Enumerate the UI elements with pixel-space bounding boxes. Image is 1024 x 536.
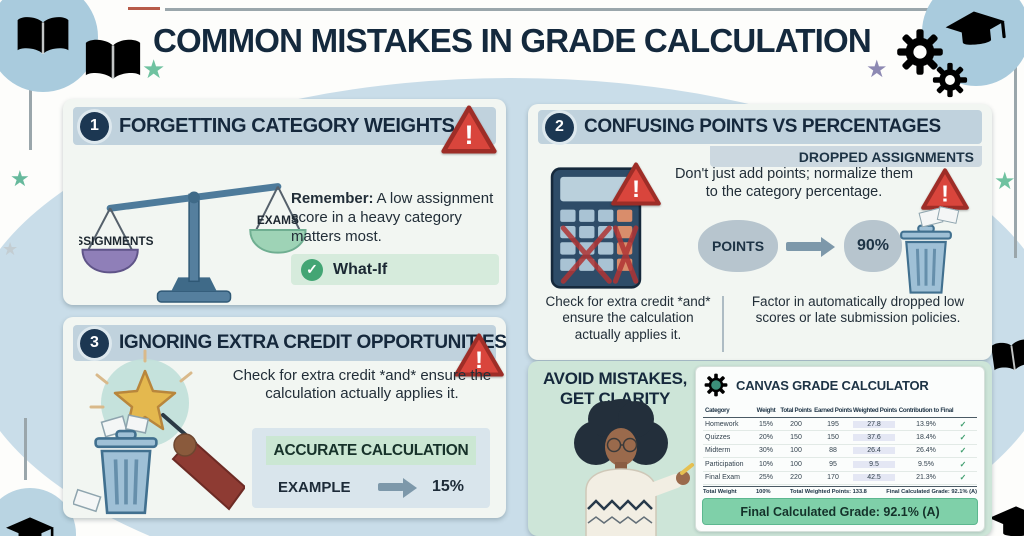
person-illustration xyxy=(574,399,694,536)
star-icon: ★ xyxy=(866,56,888,83)
graduation-cap-icon xyxy=(5,515,55,536)
panel3-title: IGNORING EXTRA CREDIT OPPORTUNITIES xyxy=(119,332,507,353)
table-total-row: Total Weight 100% Total Weighted Points:… xyxy=(703,485,977,495)
arrow-icon xyxy=(786,236,835,257)
remember-label: Remember: xyxy=(291,190,374,207)
warning-icon: ! xyxy=(921,168,969,210)
accurate-calculation-box: ACCURATE CALCULATION EXAMPLE 15% xyxy=(252,428,490,508)
star-icon: ★ xyxy=(10,166,30,191)
check-icon: ✓ xyxy=(959,459,967,469)
check-icon: ✓ xyxy=(301,258,323,281)
book-icon xyxy=(988,335,1024,379)
svg-text:!: ! xyxy=(475,347,483,374)
warning-icon: ! xyxy=(454,333,504,377)
panel2-title: CONFUSING POINTS VS PERCENTAGES xyxy=(584,116,941,137)
extra-credit-illustration xyxy=(73,349,245,515)
percent-value-blob: 90% xyxy=(844,220,902,272)
panel-confusing-points-vs-percentages: 2 CONFUSING POINTS VS PERCENTAGES DROPPE… xyxy=(528,104,992,360)
star-icon: ★ xyxy=(142,54,166,84)
calculator-logo-gear-icon xyxy=(704,373,728,397)
example-row: EXAMPLE 15% xyxy=(266,472,476,502)
check-icon: ✓ xyxy=(959,446,967,456)
svg-text:!: ! xyxy=(632,176,640,203)
canvas-grade-calculator-card: CANVAS GRADE CALCULATOR Category Weight … xyxy=(695,366,985,532)
svg-text:!: ! xyxy=(464,119,473,150)
top-frame-line xyxy=(165,8,957,11)
panel2-right-note: Factor in automatically dropped low scor… xyxy=(751,294,965,326)
check-icon: ✓ xyxy=(959,419,967,429)
warning-icon: ! xyxy=(611,162,661,206)
svg-text:!: ! xyxy=(941,181,949,207)
whatif-bar: ✓ What-If xyxy=(291,254,499,285)
panel3-note: Check for extra credit *and* ensure the … xyxy=(232,367,492,403)
whatif-label: What-If xyxy=(333,260,388,278)
panel2-number-badge: 2 xyxy=(545,112,574,142)
example-value: 15% xyxy=(431,478,464,495)
left-bottom-frame-line xyxy=(24,418,27,480)
arrow-icon xyxy=(378,477,418,498)
panel2-left-note: Check for extra credit *and* ensure the … xyxy=(545,294,711,342)
grades-table: Category Weight Total Points Earned Poin… xyxy=(703,404,977,495)
panel1-number-badge: 1 xyxy=(80,111,109,141)
top-red-dash xyxy=(128,7,160,10)
star-icon: ★ xyxy=(994,168,1016,195)
right-frame-line xyxy=(1014,58,1017,258)
balance-scale-illustration: ASSIGNMENTS EXAMS xyxy=(79,183,307,303)
panel2-header: 2 CONFUSING POINTS VS PERCENTAGES xyxy=(538,110,982,144)
panel1-title: FORGETTING CATEGORY WEIGHTS xyxy=(119,114,455,137)
example-label: EXAMPLE xyxy=(278,478,351,496)
warning-icon: ! xyxy=(441,105,497,154)
table-row: Homework 15% 200 195 27.8 13.9% ✓ xyxy=(703,418,977,432)
panel2-subtitle: DROPPED ASSIGNMENTS xyxy=(710,146,982,167)
scale-right-label: EXAMS xyxy=(257,213,299,227)
panel2-normalize-text: Don't just add points; normalize them to… xyxy=(674,166,914,200)
graduation-cap-icon xyxy=(988,504,1024,536)
table-row: Final Exam 25% 220 170 42.5 21.3% ✓ xyxy=(703,472,977,485)
table-row: Participation 10% 100 95 9.5 9.5% ✓ xyxy=(703,458,977,472)
card-header: CANVAS GRADE CALCULATOR xyxy=(704,373,929,397)
star-icon: ★ xyxy=(2,239,19,259)
scale-left-label: ASSIGNMENTS xyxy=(79,234,154,248)
check-icon: ✓ xyxy=(959,473,967,483)
panel3-header: 3 IGNORING EXTRA CREDIT OPPORTUNITIES xyxy=(73,325,507,361)
panel-avoid-mistakes: AVOID MISTAKES, GET CLARITY xyxy=(528,361,992,536)
panel1-remember-text: Remember: A low assignment score in a hea… xyxy=(291,190,494,245)
table-header-row: Category Weight Total Points Earned Poin… xyxy=(703,404,977,418)
panel1-header: 1 FORGETTING CATEGORY WEIGHTS xyxy=(73,107,496,145)
panel3-number-badge: 3 xyxy=(80,328,109,358)
panel2-divider xyxy=(722,296,724,352)
trash-can-icon xyxy=(896,224,956,296)
page-title: COMMON MISTAKES IN GRADE CALCULATION xyxy=(153,22,872,59)
points-label-blob: POINTS xyxy=(698,220,778,272)
accurate-calculation-label: ACCURATE CALCULATION xyxy=(266,436,476,465)
table-row: Quizzes 20% 150 150 37.6 18.4% ✓ xyxy=(703,431,977,445)
left-frame-line xyxy=(29,58,32,150)
panel-forgetting-category-weights: 1 FORGETTING CATEGORY WEIGHTS ! ASSIGNME… xyxy=(63,99,506,305)
gear-icon xyxy=(932,62,968,98)
table-row: Midterm 30% 100 88 26.4 26.4% ✓ xyxy=(703,445,977,459)
card-title: CANVAS GRADE CALCULATOR xyxy=(736,377,929,393)
panel-ignoring-extra-credit: 3 IGNORING EXTRA CREDIT OPPORTUNITIES ! … xyxy=(63,317,507,518)
final-grade-bar: Final Calculated Grade: 92.1% (A) xyxy=(702,498,978,525)
avoid-mistakes-heading: AVOID MISTAKES, GET CLARITY xyxy=(542,369,688,408)
check-icon: ✓ xyxy=(959,433,967,443)
